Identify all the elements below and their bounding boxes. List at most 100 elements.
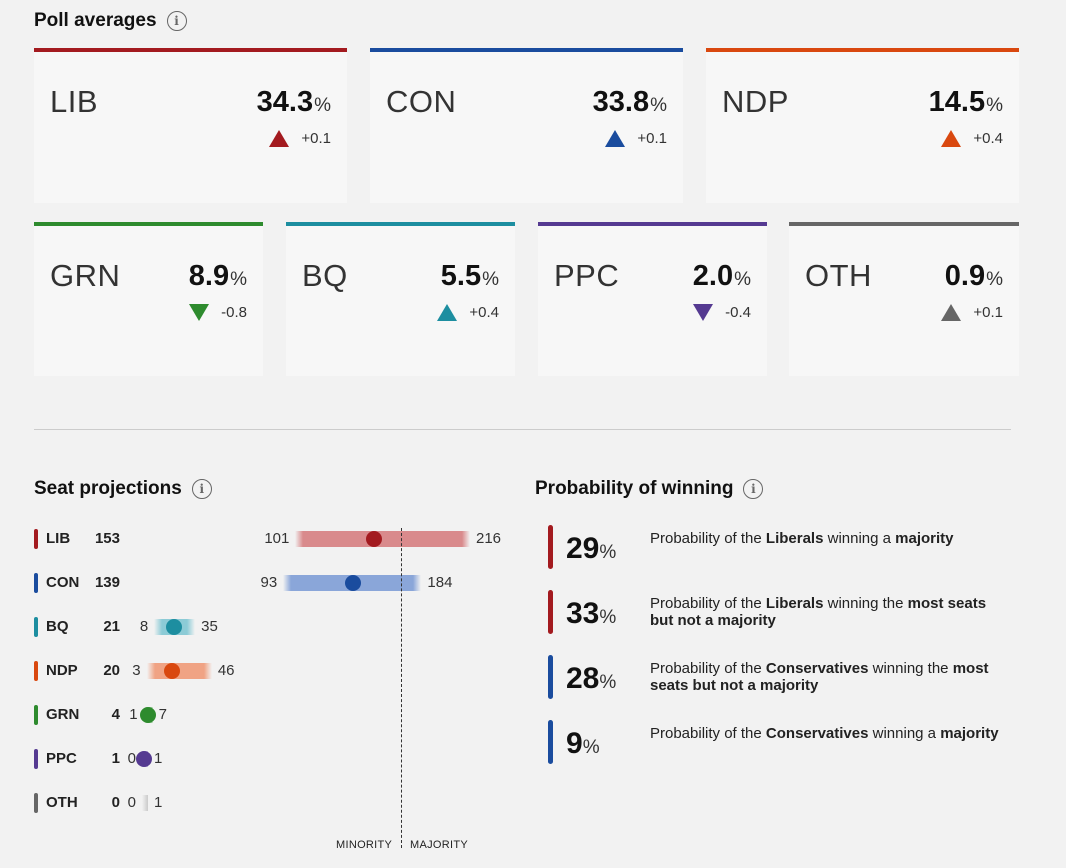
triangle-up-icon (941, 304, 962, 321)
party-name: PPC (554, 258, 620, 293)
party-abbr: CON (46, 574, 80, 591)
party-name: GRN (50, 258, 121, 293)
seat-row-bq: BQ 21 8 35 (34, 616, 504, 638)
change-value: +0.1 (301, 130, 331, 147)
change-value: -0.4 (725, 304, 751, 321)
text-part: winning a (823, 530, 896, 547)
seat-range-bar (295, 531, 470, 547)
poll-number: 34.3 (256, 86, 314, 118)
poll-card-grn: GRN 8.9% -0.8 (34, 222, 263, 376)
percent-sign: % (599, 542, 617, 563)
party-color-marker (34, 661, 38, 681)
info-icon[interactable]: i (191, 479, 212, 499)
seat-estimate-dot (140, 707, 157, 723)
minority-label: MINORITY (336, 839, 393, 851)
probability-row: 33% Probability of the Liberals winning t… (548, 588, 1018, 638)
probability-description: Probability of the Conservatives winning… (650, 660, 1010, 694)
text-part: winning the (868, 660, 953, 677)
seat-row-lib: LIB 153 101 216 (34, 528, 504, 550)
range-low: 3 (132, 662, 141, 679)
party-abbr: OTH (46, 794, 78, 811)
poll-change: +0.1 (941, 304, 1003, 321)
seat-projections-title: Seat projections (34, 478, 182, 499)
poll-value: 8.9% (189, 260, 247, 293)
poll-change: +0.4 (941, 130, 1003, 147)
poll-number: 33.8 (592, 86, 650, 118)
seat-projections-heading: Seat projections i (34, 478, 212, 500)
poll-card-lib: LIB 34.3% +0.1 (34, 48, 347, 203)
poll-card-ppc: PPC 2.0% -0.4 (538, 222, 767, 376)
probability-heading: Probability of winning i (535, 478, 764, 500)
seat-row-grn: GRN 4 1 7 (34, 704, 504, 726)
range-high: 1 (154, 794, 163, 811)
party-name-bold: Liberals (765, 595, 824, 612)
poll-number: 14.5 (928, 86, 986, 118)
percent-sign: % (482, 269, 499, 290)
triangle-down-icon (693, 304, 714, 321)
percent-sign: % (230, 269, 247, 290)
seat-count: 4 (111, 706, 120, 723)
probability-title: Probability of winning (535, 478, 734, 499)
percent-sign: % (986, 269, 1003, 290)
seat-count: 139 (94, 574, 120, 591)
text-part: winning a (868, 725, 941, 742)
range-high: 35 (201, 618, 218, 635)
probability-value: 29% (566, 532, 616, 566)
seat-estimate-dot (165, 619, 182, 635)
party-color-marker (34, 705, 38, 725)
range-low: 101 (264, 530, 290, 547)
probability-number: 9 (566, 727, 583, 760)
probability-description: Probability of the Liberals winning a ma… (650, 530, 1010, 547)
party-name-bold: Conservatives (765, 725, 869, 742)
seat-estimate-dot (164, 663, 181, 679)
poll-value: 2.0% (693, 260, 751, 293)
triangle-up-icon (269, 130, 290, 147)
party-abbr: BQ (46, 618, 69, 635)
text-part: Probability of the (650, 530, 766, 547)
poll-value: 14.5% (929, 86, 1003, 119)
party-name: LIB (50, 84, 99, 119)
section-divider (34, 429, 1011, 430)
triangle-up-icon (605, 130, 626, 147)
poll-change: +0.1 (269, 130, 331, 147)
percent-sign: % (599, 672, 617, 693)
text-part: Probability of the (650, 595, 766, 612)
poll-card-bq: BQ 5.5% +0.4 (286, 222, 515, 376)
triangle-up-icon (941, 130, 962, 147)
probability-number: 28 (566, 662, 600, 695)
info-icon[interactable]: i (743, 479, 764, 499)
seat-count: 21 (103, 618, 120, 635)
poll-value: 33.8% (593, 86, 667, 119)
percent-sign: % (734, 269, 751, 290)
range-high: 46 (217, 662, 235, 679)
percent-sign: % (650, 95, 667, 116)
poll-number: 5.5 (440, 260, 482, 292)
triangle-up-icon (437, 304, 458, 321)
poll-number: 8.9 (188, 260, 230, 292)
seat-estimate-dot (345, 575, 362, 591)
poll-card-ndp: NDP 14.5% +0.4 (706, 48, 1019, 203)
outcome-bold: most seats but not a majority (650, 660, 989, 694)
majority-threshold-line (401, 528, 402, 848)
percent-sign: % (599, 607, 617, 628)
poll-averages-title: Poll averages (34, 10, 157, 31)
info-icon[interactable]: i (166, 11, 187, 31)
party-color-marker (34, 529, 38, 549)
seat-row-con: CON 139 93 184 (34, 572, 504, 594)
poll-value: 34.3% (257, 86, 331, 119)
party-name: BQ (302, 258, 348, 293)
outcome-bold: majority (940, 725, 999, 742)
seat-count: 153 (94, 530, 120, 547)
party-name: NDP (722, 84, 789, 119)
majority-label: MAJORITY (410, 839, 469, 851)
party-color-marker (548, 655, 553, 699)
seat-estimate-dot (135, 751, 152, 767)
probability-row: 28% Probability of the Conservatives winn… (548, 653, 1018, 703)
probability-value: 33% (566, 597, 616, 631)
seat-row-ndp: NDP 20 3 46 (34, 660, 504, 682)
poll-number: 2.0 (692, 260, 734, 292)
poll-change: +0.1 (605, 130, 667, 147)
party-abbr: LIB (46, 530, 71, 547)
change-value: +0.4 (973, 130, 1003, 147)
seat-range-bar (142, 795, 148, 811)
